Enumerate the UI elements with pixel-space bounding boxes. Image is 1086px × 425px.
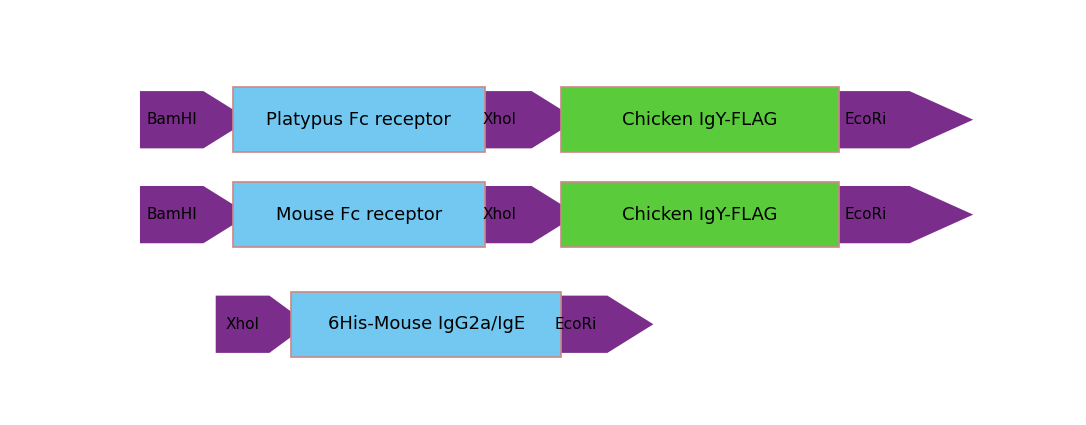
Polygon shape [216,296,308,353]
Polygon shape [468,186,578,243]
Text: BamHI: BamHI [147,207,197,222]
Polygon shape [544,296,654,353]
Polygon shape [140,186,250,243]
Text: EcoRi: EcoRi [845,112,887,127]
Polygon shape [468,91,578,148]
Text: 6His-Mouse IgG2a/IgE: 6His-Mouse IgG2a/IgE [328,315,525,333]
Text: Chicken IgY-FLAG: Chicken IgY-FLAG [622,206,778,224]
Text: Chicken IgY-FLAG: Chicken IgY-FLAG [622,111,778,129]
Text: XhoI: XhoI [483,112,517,127]
Polygon shape [140,91,250,148]
Text: EcoRi: EcoRi [845,207,887,222]
Bar [232,87,485,153]
Text: EcoRi: EcoRi [555,317,597,332]
Bar [560,182,838,247]
Bar [560,87,838,153]
Text: BamHI: BamHI [147,112,197,127]
Text: Platypus Fc receptor: Platypus Fc receptor [266,111,451,129]
Text: XhoI: XhoI [226,317,260,332]
Text: XhoI: XhoI [483,207,517,222]
Bar [232,182,485,247]
Polygon shape [822,186,973,243]
Text: Mouse Fc receptor: Mouse Fc receptor [276,206,442,224]
Bar [291,292,560,357]
Polygon shape [822,91,973,148]
